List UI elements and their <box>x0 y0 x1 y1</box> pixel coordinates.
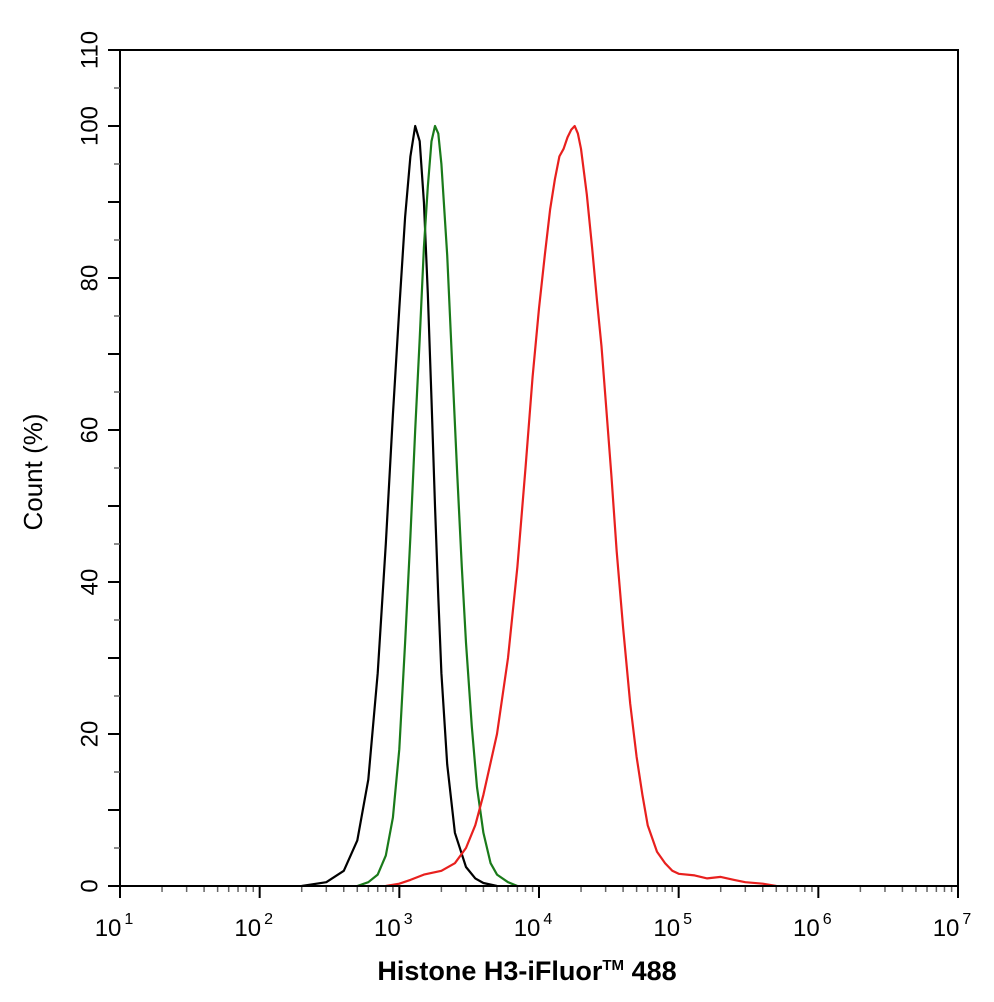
x-tick-label: 10 7 <box>933 911 972 942</box>
x-tick-label: 10 1 <box>95 911 134 942</box>
series-line-1 <box>301 124 498 888</box>
y-tick-label: 100 <box>77 106 104 146</box>
y-tick-label: 40 <box>77 569 104 596</box>
y-tick-label: 20 <box>77 721 104 748</box>
x-tick-label: 10 3 <box>374 911 413 942</box>
x-axis: 10 1 10 2 10 3 10 4 10 5 10 6 10 7 <box>95 886 972 942</box>
plot-frame <box>119 49 959 887</box>
x-axis-label: Histone H3-iFluorTM 488 <box>377 956 676 986</box>
plot-area <box>120 124 958 888</box>
y-axis-label: Count (%) <box>18 413 48 530</box>
x-axis-label-main: Histone H3-iFluor <box>377 956 602 986</box>
x-tick-label: 10 2 <box>234 911 273 942</box>
y-tick-label: 80 <box>77 265 104 292</box>
y-tick-label: 110 <box>77 31 104 69</box>
x-axis-label-tail: 488 <box>624 956 677 986</box>
series-line-2 <box>356 124 518 888</box>
y-axis: 0 20 40 60 80 100 110 <box>77 31 120 893</box>
y-tick-label: 0 <box>77 879 104 892</box>
series-line-3 <box>385 124 777 888</box>
x-tick-label: 10 4 <box>514 911 553 942</box>
x-axis-label-tm: TM <box>602 957 624 974</box>
x-tick-label: 10 5 <box>653 911 692 942</box>
x-tick-label: 10 6 <box>793 911 832 942</box>
y-tick-label: 60 <box>77 417 104 444</box>
